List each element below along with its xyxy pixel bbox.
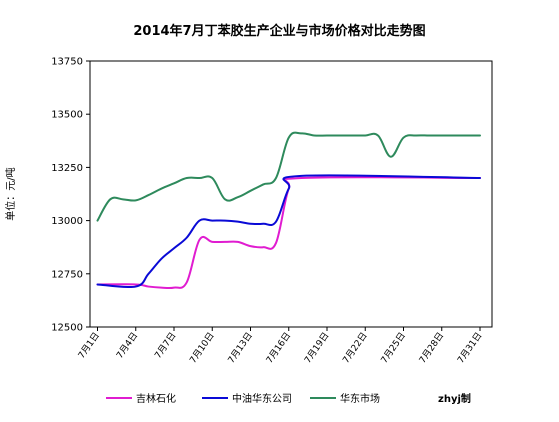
series-line-3: [96, 131, 481, 222]
x-tick-label: 7月31日: [455, 330, 484, 365]
legend: 吉林石化 中油华东公司 华东市场: [106, 392, 380, 405]
y-axis-title: 单位：元/吨: [4, 167, 17, 220]
x-tick-label: 7月22日: [341, 330, 370, 365]
x-tick-label: 7月10日: [188, 330, 217, 365]
y-tick-label: 13500: [51, 110, 83, 121]
y-tick-label: 13750: [51, 57, 83, 68]
x-axis: 7月1日 7月4日 7月7日 7月10日 7月13日 7月16日 7月19日 7月22日 7月2…: [76, 327, 484, 366]
chart-title: 2014年7月丁苯胶生产企业与市场价格对比走势图: [133, 23, 425, 39]
plot-area-frame: [89, 60, 493, 328]
series-line-1: [96, 176, 481, 290]
y-tick-label: 13250: [51, 163, 83, 174]
series-line-2: [96, 174, 481, 289]
x-tick-label: 7月1日: [76, 330, 102, 360]
legend-label: 中油华东公司: [232, 392, 292, 405]
legend-label: 华东市场: [340, 392, 380, 405]
x-tick-label: 7月7日: [153, 330, 179, 360]
y-tick-label: 12500: [51, 323, 83, 334]
watermark: zhyj制: [438, 392, 471, 405]
y-tick-label: 12750: [51, 269, 83, 280]
x-tick-label: 7月13日: [226, 330, 255, 365]
y-axis: 12500 12750 13000 13250 13500 13750: [51, 57, 90, 334]
x-tick-label: 7月16日: [264, 330, 293, 365]
x-tick-label: 7月19日: [302, 330, 331, 365]
y-tick-label: 13000: [51, 216, 83, 227]
x-tick-label: 7月4日: [114, 330, 140, 360]
legend-label: 吉林石化: [136, 392, 176, 405]
x-tick-label: 7月28日: [417, 330, 446, 365]
series-lines: [96, 131, 481, 290]
x-tick-label: 7月25日: [379, 330, 408, 365]
